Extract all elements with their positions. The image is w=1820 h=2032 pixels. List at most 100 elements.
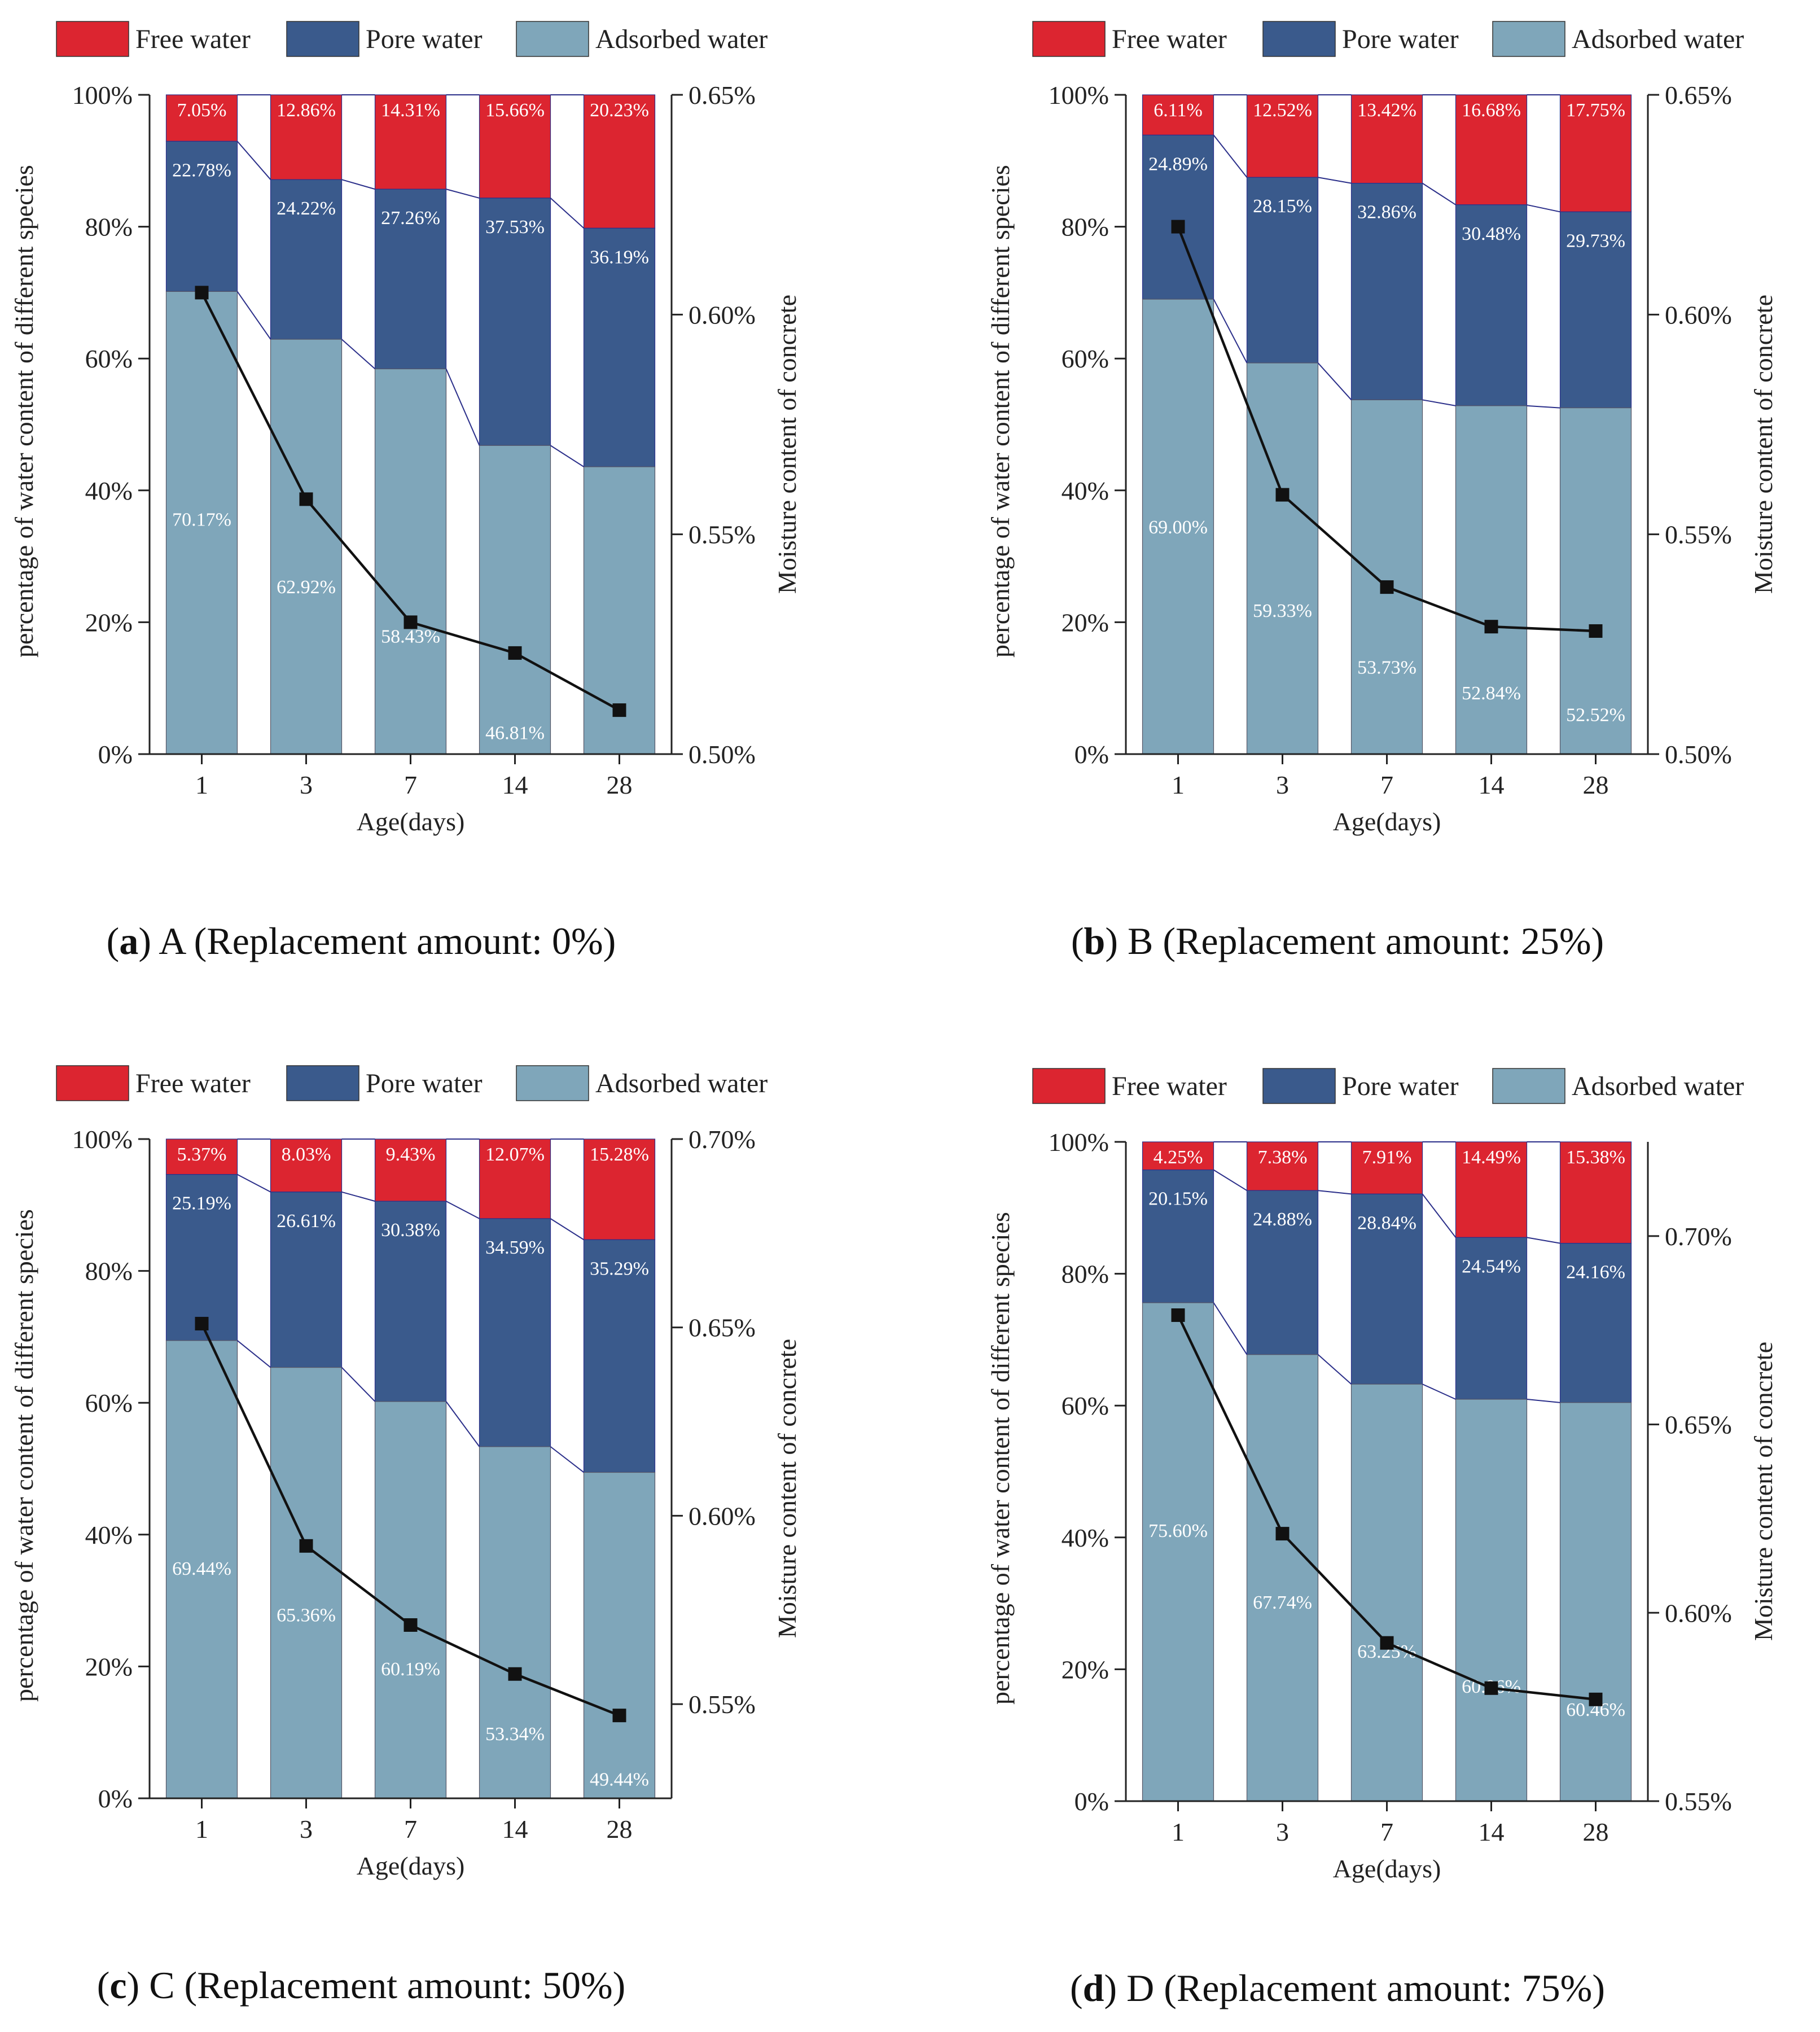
bar-pore-water xyxy=(583,227,656,467)
data-label-adsorbed-water: 75.60% xyxy=(1148,1521,1208,1541)
bar-free-water xyxy=(270,94,343,180)
data-label-pore-water: 24.16% xyxy=(1566,1262,1625,1283)
bars xyxy=(165,94,656,755)
data-label-free-water: 13.42% xyxy=(1357,100,1416,121)
bar-free-water xyxy=(165,94,238,142)
bar-adsorbed-water xyxy=(1350,1383,1423,1802)
right-tick-label: 0.65% xyxy=(688,81,756,110)
connector-line xyxy=(1422,1193,1457,1238)
axes: 0% 20% 40% 60% 80% 100% 0.55% 0.60% 0.65% 0.70% 1 3… xyxy=(10,1125,801,1880)
x-tick-label: 7 xyxy=(404,770,417,799)
axes: 0% 20% 40% 60% 80% 100% 0.55% 0.60% 0.65% 0.70% 1 3… xyxy=(986,1128,1778,1883)
connector-line xyxy=(1527,1398,1560,1403)
data-label-pore-water: 28.15% xyxy=(1253,196,1312,217)
right-tick-label: 0.55% xyxy=(688,1690,756,1719)
connector-line xyxy=(446,189,480,199)
moisture-point xyxy=(1380,1636,1394,1650)
left-tick-label: 100% xyxy=(72,1125,133,1154)
left-tick-label: 0% xyxy=(98,740,133,769)
data-label-pore-water: 25.19% xyxy=(172,1193,231,1214)
left-tick-label: 60% xyxy=(1062,1391,1109,1420)
right-tick-label: 0.55% xyxy=(1665,520,1732,549)
bar-free-water xyxy=(479,1138,551,1219)
panel-caption: (c) C (Replacement amount: 50%) xyxy=(97,1964,626,2007)
x-axis-label: Age(days) xyxy=(357,807,465,836)
moisture-point xyxy=(1484,620,1498,634)
data-label-free-water: 8.03% xyxy=(282,1144,331,1165)
left-tick-label: 40% xyxy=(1062,476,1109,505)
bar-free-water xyxy=(1142,1141,1214,1171)
connector-line xyxy=(1527,204,1560,213)
legend-swatch-free-water xyxy=(56,21,129,57)
bar-free-water xyxy=(1559,94,1632,212)
chart-panel-a: Free water Pore water Adsorbed water 7.05% 2… xyxy=(10,21,801,962)
bar-free-water xyxy=(479,94,551,199)
moisture-line-series xyxy=(195,1317,626,1723)
legend-swatch-pore-water xyxy=(286,1065,359,1101)
bar-adsorbed-water xyxy=(1559,407,1632,755)
bar-pore-water xyxy=(1559,1243,1632,1403)
y-axis-label: percentage of water content of different… xyxy=(10,165,38,658)
data-label-free-water: 5.37% xyxy=(177,1144,227,1165)
connector-line xyxy=(446,1201,480,1219)
left-tick-label: 20% xyxy=(1062,608,1109,637)
panel-caption: (a) A (Replacement amount: 0%) xyxy=(107,919,616,962)
left-tick-label: 80% xyxy=(85,213,133,242)
bar-adsorbed-water xyxy=(1142,299,1214,755)
left-tick-label: 20% xyxy=(1062,1655,1109,1684)
bar-free-water xyxy=(1246,94,1319,178)
moisture-point xyxy=(1171,1308,1185,1322)
moisture-line-series xyxy=(1171,220,1603,638)
x-tick-label: 1 xyxy=(195,1815,208,1843)
bar-connectors xyxy=(1213,94,1560,409)
data-label-adsorbed-water: 67.74% xyxy=(1253,1592,1312,1613)
legend: Free water Pore water Adsorbed water xyxy=(1032,1068,1744,1104)
moisture-point xyxy=(299,492,313,506)
x-tick-label: 14 xyxy=(502,770,528,799)
right-tick-label: 0.60% xyxy=(1665,300,1732,329)
data-label-adsorbed-water: 58.43% xyxy=(381,627,440,647)
connector-line xyxy=(236,291,271,340)
left-tick-label: 60% xyxy=(85,344,133,373)
data-label-pore-water: 32.86% xyxy=(1357,202,1416,223)
bar-free-water xyxy=(270,1138,343,1193)
legend-label: Adsorbed water xyxy=(1572,1071,1744,1101)
moisture-point xyxy=(1275,488,1290,502)
connector-line xyxy=(1213,299,1248,364)
x-tick-label: 7 xyxy=(404,1815,417,1843)
right-tick-label: 0.60% xyxy=(688,1501,756,1530)
data-label-free-water: 7.91% xyxy=(1362,1147,1412,1168)
moisture-line-series xyxy=(195,286,626,717)
bar-pore-water xyxy=(165,141,238,292)
bar-free-water xyxy=(374,1138,447,1202)
connector-line xyxy=(1318,1190,1352,1195)
legend-swatch-adsorbed-water xyxy=(516,21,589,57)
legend-label: Free water xyxy=(135,1068,251,1098)
x-tick-label: 28 xyxy=(607,770,633,799)
x-tick-label: 1 xyxy=(1172,770,1185,799)
x-tick-label: 3 xyxy=(300,1815,313,1843)
left-tick-label: 100% xyxy=(1049,1128,1109,1157)
connector-line xyxy=(1213,134,1248,178)
connector-line xyxy=(341,339,376,370)
bar-adsorbed-water xyxy=(1455,405,1528,755)
panel-caption: (d) D (Replacement amount: 75%) xyxy=(1070,1967,1605,2009)
chart-panel-c: Free water Pore water Adsorbed water 5.37% 2… xyxy=(10,1065,801,2007)
legend-swatch-free-water xyxy=(1032,21,1106,57)
bar-pore-water xyxy=(1455,1237,1528,1400)
legend-swatch-free-water xyxy=(1032,1068,1106,1104)
data-label-free-water: 4.25% xyxy=(1154,1147,1203,1168)
bar-adsorbed-water xyxy=(270,1367,343,1799)
x-tick-label: 3 xyxy=(1276,770,1289,799)
data-label-pore-water: 22.78% xyxy=(172,160,231,181)
moisture-point xyxy=(1484,1681,1498,1695)
connector-line xyxy=(445,369,480,446)
data-label-free-water: 9.43% xyxy=(386,1144,436,1165)
bar-connectors xyxy=(1213,1141,1560,1403)
y-axis-label: percentage of water content of different… xyxy=(986,165,1015,658)
connector-line xyxy=(1317,362,1352,401)
x-tick-label: 28 xyxy=(607,1815,633,1843)
x-tick-label: 1 xyxy=(195,770,208,799)
y2-axis-label: Moisture content of concrete xyxy=(773,295,801,594)
legend-swatch-pore-water xyxy=(1262,1068,1336,1104)
